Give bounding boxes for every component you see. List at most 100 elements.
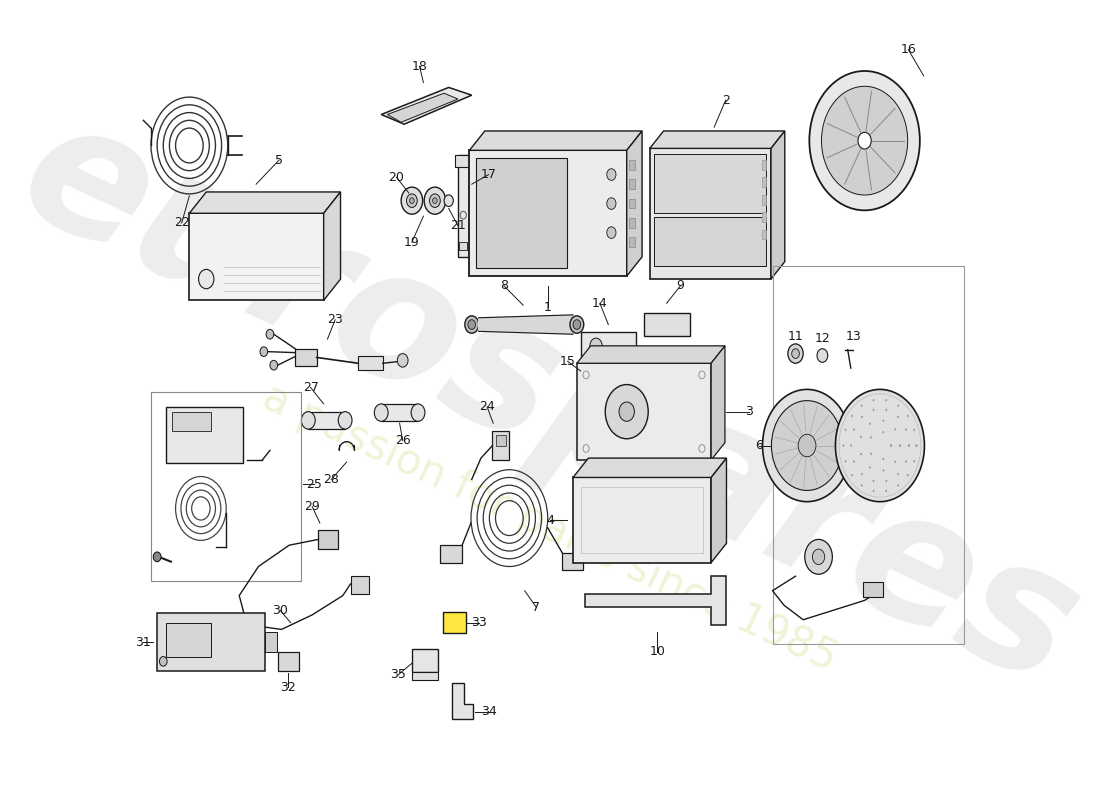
Circle shape [338, 412, 352, 429]
Circle shape [407, 194, 417, 207]
Circle shape [607, 169, 616, 180]
Circle shape [860, 436, 862, 438]
Circle shape [899, 444, 901, 446]
Text: 28: 28 [323, 473, 339, 486]
Polygon shape [189, 192, 341, 214]
Bar [654, 217, 767, 266]
Circle shape [870, 453, 872, 455]
Circle shape [886, 480, 888, 482]
Circle shape [199, 270, 213, 289]
Circle shape [429, 194, 440, 207]
Circle shape [882, 431, 884, 434]
Text: 7: 7 [532, 601, 540, 614]
Circle shape [860, 453, 862, 455]
Text: 19: 19 [404, 236, 420, 249]
Circle shape [411, 404, 425, 422]
Text: 26: 26 [395, 434, 410, 447]
Circle shape [890, 444, 892, 446]
Polygon shape [323, 192, 341, 300]
Text: 11: 11 [788, 330, 803, 342]
Text: 3: 3 [746, 405, 754, 418]
Text: 21: 21 [450, 219, 465, 232]
Text: eurospares: eurospares [0, 81, 1100, 723]
Bar [470, 150, 627, 276]
Text: 10: 10 [649, 645, 666, 658]
Circle shape [861, 484, 862, 486]
Bar [581, 332, 636, 359]
Polygon shape [584, 576, 726, 625]
Circle shape [898, 473, 899, 475]
Circle shape [852, 429, 855, 431]
Text: 32: 32 [280, 681, 296, 694]
Bar [650, 149, 771, 279]
Circle shape [397, 354, 408, 367]
Polygon shape [382, 87, 472, 124]
Polygon shape [771, 131, 784, 279]
Text: 2: 2 [722, 94, 729, 106]
Polygon shape [452, 682, 473, 719]
Circle shape [590, 338, 602, 354]
Circle shape [898, 405, 899, 407]
Polygon shape [576, 346, 725, 363]
Circle shape [908, 444, 910, 446]
Circle shape [861, 416, 862, 418]
Circle shape [817, 349, 828, 362]
Text: 12: 12 [814, 332, 830, 345]
Polygon shape [627, 131, 642, 276]
Circle shape [894, 428, 896, 430]
Circle shape [908, 414, 909, 417]
Circle shape [890, 444, 892, 446]
Bar [629, 238, 635, 247]
Circle shape [301, 412, 316, 429]
Circle shape [465, 316, 478, 334]
Bar [644, 313, 690, 336]
Circle shape [409, 198, 415, 203]
Circle shape [858, 132, 871, 149]
Bar [654, 154, 767, 214]
Bar [277, 652, 299, 671]
Text: 1: 1 [543, 301, 551, 314]
Bar [173, 412, 211, 431]
Circle shape [402, 187, 422, 214]
Bar [318, 530, 338, 549]
Circle shape [898, 416, 899, 418]
Text: 16: 16 [901, 43, 916, 56]
Bar [411, 649, 438, 672]
Bar [495, 435, 506, 446]
Circle shape [374, 404, 388, 422]
Circle shape [908, 474, 909, 476]
Text: 29: 29 [305, 500, 320, 513]
Bar [629, 179, 635, 189]
Text: a passion for parts since 1985: a passion for parts since 1985 [256, 376, 844, 680]
Bar [629, 218, 635, 228]
Text: 35: 35 [390, 669, 406, 682]
Circle shape [872, 409, 875, 411]
Text: 9: 9 [676, 279, 684, 292]
Bar [475, 158, 566, 269]
Circle shape [843, 444, 845, 446]
Text: 6: 6 [755, 439, 762, 452]
Circle shape [913, 460, 915, 462]
Circle shape [570, 316, 584, 334]
Bar [458, 155, 469, 257]
Bar [576, 363, 711, 460]
Circle shape [861, 473, 862, 475]
Circle shape [882, 470, 884, 471]
Circle shape [913, 429, 915, 431]
Bar [573, 478, 711, 562]
Text: 5: 5 [275, 154, 283, 166]
Polygon shape [711, 346, 725, 460]
Text: 23: 23 [328, 314, 343, 326]
Circle shape [915, 444, 917, 446]
Circle shape [835, 390, 924, 502]
Bar [493, 431, 509, 460]
Circle shape [266, 330, 274, 339]
Text: 4: 4 [546, 514, 554, 526]
Circle shape [852, 460, 855, 462]
Text: 34: 34 [481, 705, 496, 718]
Text: 31: 31 [135, 635, 151, 649]
Circle shape [813, 549, 825, 565]
Circle shape [160, 657, 167, 666]
Bar [308, 412, 345, 429]
Circle shape [822, 86, 908, 195]
